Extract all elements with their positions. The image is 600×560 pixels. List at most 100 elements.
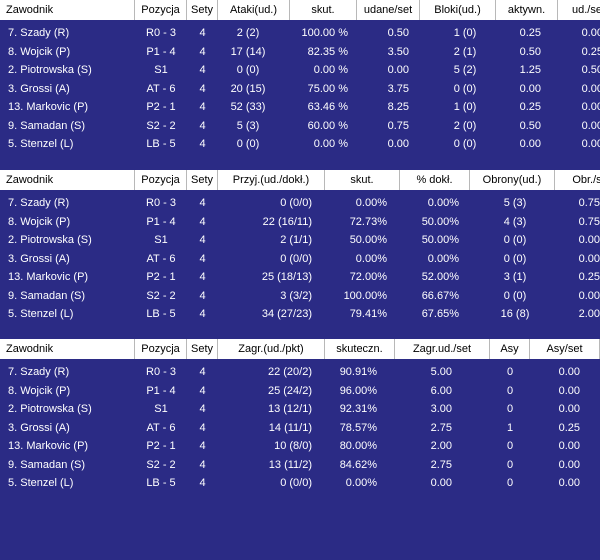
- table-cell: LB - 5: [146, 138, 176, 150]
- table-cell: 0.00%: [427, 252, 459, 265]
- header-bar: [0, 339, 600, 359]
- table-cell: LB - 5: [146, 477, 176, 489]
- table-cell: 0.00: [430, 477, 452, 489]
- table-cell: 2.00: [578, 308, 600, 320]
- table-cell: 0.50: [581, 64, 600, 76]
- column-header: Zagr.(ud./pkt): [218, 339, 325, 359]
- table-cell: 5. Stenzel (L): [8, 138, 74, 150]
- column-header: Przyj.(ud./dokł.): [218, 170, 325, 190]
- table-cell: 50.00%: [421, 215, 459, 228]
- table-cell: 2.75: [430, 458, 452, 471]
- table-cell: 4: [199, 458, 206, 471]
- table-cell: 0: [506, 384, 514, 397]
- column-header: Ataki(ud.): [218, 0, 290, 20]
- header-bar: [0, 0, 600, 20]
- table-cell: 13. Markovic (P): [8, 440, 89, 452]
- table-cell: 8. Wojcik (P): [8, 384, 71, 397]
- column-header: Pozycja: [135, 339, 187, 359]
- table-cell: 66.67%: [421, 289, 459, 302]
- table-cell: 79.41%: [349, 308, 387, 320]
- table-cell: 9. Samadan (S): [8, 458, 86, 471]
- table-cell: 13 (12/1): [267, 403, 312, 415]
- table-cell: 90.91%: [339, 366, 377, 378]
- table-cell: AT - 6: [146, 82, 176, 95]
- table-cell: 75.00 %: [307, 82, 348, 95]
- table-cell: P2 - 1: [146, 271, 176, 283]
- table-cell: 84.62%: [339, 458, 377, 471]
- table-cell: 0.00%: [355, 252, 387, 265]
- table-cell: 1: [506, 421, 514, 434]
- column-header: Sety: [187, 0, 218, 20]
- table-cell: 16 (8): [500, 308, 530, 320]
- table-cell: 0: [506, 403, 514, 415]
- table-cell: 0.00: [578, 252, 600, 265]
- table-cell: 5.00: [430, 366, 452, 378]
- table-cell: 4: [199, 138, 206, 150]
- table-cell: 6.00: [430, 384, 452, 397]
- table-cell: 0.00: [558, 458, 580, 471]
- table-cell: 0.00: [581, 138, 600, 150]
- table-cell: 3.50: [387, 45, 409, 58]
- table-cell: 10 (8/0): [274, 440, 312, 452]
- table-cell: 50.00%: [421, 234, 459, 246]
- table-cell: 96.00%: [339, 384, 377, 397]
- table-cell: 3.00: [430, 403, 452, 415]
- header-bar: [0, 170, 600, 190]
- table-cell: 0.00%: [427, 197, 459, 209]
- table-cell: 72.73%: [349, 215, 387, 228]
- table-cell: 0.00: [558, 477, 580, 489]
- table-cell: S1: [154, 64, 168, 76]
- table-cell: 7. Szady (R): [8, 366, 70, 378]
- table-cell: S2 - 2: [146, 289, 176, 302]
- table-cell: 3.75: [387, 82, 409, 95]
- table-cell: 2 (2): [236, 27, 260, 39]
- table-cell: 4: [199, 308, 206, 320]
- table-cell: 1.25: [519, 64, 541, 76]
- table-cell: P2 - 1: [146, 440, 176, 452]
- table-cell: 25 (24/2): [267, 384, 312, 397]
- table-cell: 50.00%: [349, 234, 387, 246]
- table-cell: 4: [199, 384, 206, 397]
- column-header: Bloki(ud.): [420, 0, 496, 20]
- table-cell: 17 (14): [230, 45, 266, 58]
- table-cell: 4: [199, 403, 206, 415]
- table-cell: 0.25: [558, 421, 580, 434]
- table-cell: 0.00: [581, 119, 600, 132]
- table-cell: 5 (3): [236, 119, 260, 132]
- table-cell: 0.00%: [355, 197, 387, 209]
- table-cell: 0.00: [519, 138, 541, 150]
- table-cell: 13. Markovic (P): [8, 101, 89, 113]
- table-cell: 2. Piotrowska (S): [8, 64, 92, 76]
- table-cell: 20 (15): [230, 82, 266, 95]
- table-cell: 0.00: [581, 101, 600, 113]
- table-cell: 5. Stenzel (L): [8, 308, 74, 320]
- table-cell: 0 (0/0): [280, 252, 312, 265]
- table-cell: 0 (0): [453, 82, 477, 95]
- column-header: Zagr.ud./set: [395, 339, 490, 359]
- table-cell: 2. Piotrowska (S): [8, 403, 92, 415]
- column-header: Asy: [490, 339, 530, 359]
- table-cell: 0.75: [387, 119, 409, 132]
- table-cell: 8. Wojcik (P): [8, 215, 71, 228]
- table-cell: 4: [199, 271, 206, 283]
- table-cell: 4: [199, 27, 206, 39]
- table-cell: 4: [199, 252, 206, 265]
- table-cell: 72.00%: [349, 271, 387, 283]
- table-cell: 0.75: [578, 215, 600, 228]
- column-header: Zawodnik: [0, 0, 135, 20]
- table-cell: 0 (0): [503, 289, 527, 302]
- table-cell: 5 (3): [503, 197, 527, 209]
- table-cell: S2 - 2: [146, 119, 176, 132]
- column-header: % dokł.: [400, 170, 470, 190]
- column-header: Sety: [187, 170, 218, 190]
- table-cell: 13. Markovic (P): [8, 271, 89, 283]
- table-cell: 0: [506, 440, 514, 452]
- table-cell: S2 - 2: [146, 458, 176, 471]
- column-header: Pozycja: [135, 0, 187, 20]
- table-cell: P2 - 1: [146, 101, 176, 113]
- table-cell: 3 (3/2): [280, 289, 312, 302]
- table-cell: 1 (0): [453, 27, 477, 39]
- table-cell: 0: [506, 477, 514, 489]
- table-cell: P1 - 4: [146, 215, 176, 228]
- table-cell: AT - 6: [146, 252, 176, 265]
